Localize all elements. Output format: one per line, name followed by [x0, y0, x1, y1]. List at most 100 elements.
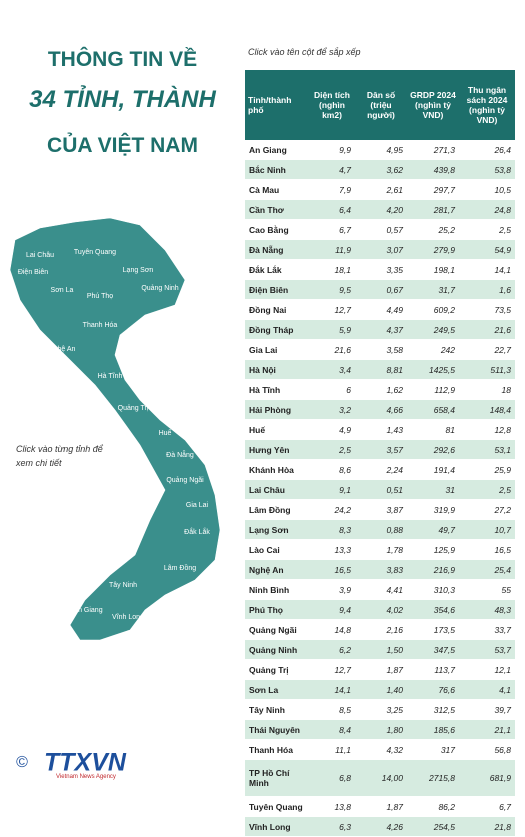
map-label[interactable]: Quảng Trị — [118, 405, 149, 412]
province-cell: Sơn La — [245, 679, 309, 700]
value-cell: 6,7 — [309, 219, 355, 240]
value-cell: 11,1 — [309, 739, 355, 760]
column-header[interactable]: Tỉnh/thành phố — [245, 70, 309, 140]
value-cell: 317 — [407, 739, 459, 760]
map-label[interactable]: Gia Lai — [186, 502, 209, 509]
map-label[interactable]: Lạng Sơn — [123, 267, 154, 274]
value-cell: 8,6 — [309, 459, 355, 480]
map-label[interactable]: Quảng Ninh — [141, 285, 178, 292]
value-cell: 12,8 — [459, 419, 515, 440]
value-cell: 1,80 — [355, 719, 407, 740]
value-cell: 3,9 — [309, 579, 355, 600]
value-cell: 4,95 — [355, 140, 407, 160]
value-cell: 3,25 — [355, 699, 407, 720]
value-cell: 1,87 — [355, 796, 407, 817]
map-label[interactable]: Sơn La — [51, 287, 74, 294]
table-row: Cần Thơ 6,4 4,20 281,7 24,8 — [245, 199, 515, 220]
map-label[interactable]: Tây Ninh — [109, 582, 137, 589]
map-label[interactable]: Đắk Lắk — [184, 527, 210, 536]
map-shape[interactable] — [9, 217, 221, 641]
value-cell: 125,9 — [407, 539, 459, 560]
table-row: Quảng Ninh 6,2 1,50 347,5 53,7 — [245, 639, 515, 660]
value-cell: 12,1 — [459, 659, 515, 680]
table-row: Điện Biên 9,5 0,67 31,7 1,6 — [245, 279, 515, 300]
value-cell: 26,4 — [459, 140, 515, 160]
title-line: 34 TỈNH, THÀNH — [29, 86, 216, 113]
province-cell: Khánh Hòa — [245, 459, 309, 480]
column-header[interactable]: Thu ngân sách 2024 (nghìn tỷ VND) — [459, 70, 515, 140]
value-cell: 6,4 — [309, 199, 355, 220]
value-cell: 279,9 — [407, 239, 459, 260]
table-row: Tây Ninh 8,5 3,25 312,5 39,7 — [245, 699, 515, 720]
map-label[interactable]: An Giang — [73, 607, 102, 614]
value-cell: 53,7 — [459, 639, 515, 660]
value-cell: 1,62 — [355, 379, 407, 400]
value-cell: 1,40 — [355, 679, 407, 700]
province-cell: Lào Cai — [245, 539, 309, 560]
map-label[interactable]: Nghệ An — [49, 346, 76, 353]
province-cell: Quảng Ninh — [245, 639, 309, 660]
province-cell: Lâm Đồng — [245, 499, 309, 520]
value-cell: 6 — [309, 379, 355, 400]
map-label[interactable]: Quảng Ngãi — [166, 477, 204, 484]
column-header[interactable]: GRDP 2024 (nghìn tỷ VND) — [407, 70, 459, 140]
value-cell: 0,67 — [355, 279, 407, 300]
map-label[interactable]: Vĩnh Long — [112, 614, 144, 621]
province-cell: Vĩnh Long — [245, 816, 309, 837]
value-cell: 27,2 — [459, 499, 515, 520]
value-cell: 148,4 — [459, 399, 515, 420]
value-cell: 0,88 — [355, 519, 407, 540]
province-cell: Tuyên Quang — [245, 796, 309, 817]
map-label[interactable]: Tuyên Quang — [74, 249, 116, 256]
column-header[interactable]: Dân số (triệu người) — [355, 70, 407, 140]
value-cell: 354,6 — [407, 599, 459, 620]
value-cell: 8,4 — [309, 719, 355, 740]
value-cell: 25,4 — [459, 559, 515, 580]
province-cell: Điện Biên — [245, 279, 309, 300]
value-cell: 310,3 — [407, 579, 459, 600]
value-cell: 48,3 — [459, 599, 515, 620]
value-cell: 13,8 — [309, 796, 355, 817]
table-row: Hà Tĩnh 6 1,62 112,9 18 — [245, 379, 515, 400]
value-cell: 242 — [407, 339, 459, 360]
value-cell: 24,8 — [459, 199, 515, 220]
value-cell: 4,02 — [355, 599, 407, 620]
value-cell: 4,41 — [355, 579, 407, 600]
value-cell: 14,8 — [309, 619, 355, 640]
value-cell: 1,78 — [355, 539, 407, 560]
value-cell: 7,9 — [309, 179, 355, 200]
value-cell: 1,43 — [355, 419, 407, 440]
value-cell: 53,1 — [459, 439, 515, 460]
value-cell: 4,37 — [355, 319, 407, 340]
map-label[interactable]: Hà Tĩnh — [98, 373, 123, 380]
value-cell: 8,5 — [309, 699, 355, 720]
column-header[interactable]: Diện tích (nghìn km2) — [309, 70, 355, 140]
value-cell: 6,2 — [309, 639, 355, 660]
map-label[interactable]: Huế — [159, 428, 172, 437]
table-row: Lai Châu 9,1 0,51 31 2,5 — [245, 479, 515, 500]
value-cell: 297,7 — [407, 179, 459, 200]
map-label[interactable]: Lâm Đồng — [164, 563, 196, 572]
value-cell: 10,7 — [459, 519, 515, 540]
value-cell: 18,1 — [309, 259, 355, 280]
value-cell: 3,4 — [309, 359, 355, 380]
value-cell: 609,2 — [407, 299, 459, 320]
province-cell: Hưng Yên — [245, 439, 309, 460]
map-label[interactable]: Lai Châu — [26, 252, 54, 259]
value-cell: 3,2 — [309, 399, 355, 420]
map-label[interactable]: Phú Thọ — [87, 293, 113, 300]
map-label[interactable]: Đà Nẵng — [166, 450, 194, 459]
logo: © TTXVN Vietnam News Agency — [16, 749, 127, 780]
province-cell: Đồng Nai — [245, 299, 309, 320]
map-label[interactable]: Thanh Hóa — [83, 322, 118, 329]
table-row: Lạng Sơn 8,3 0,88 49,7 10,7 — [245, 519, 515, 540]
value-cell: 22,7 — [459, 339, 515, 360]
map-hint: Click vào từng tỉnh để xem chi tiết — [16, 444, 103, 468]
copyright: © — [16, 754, 28, 771]
map-label[interactable]: Điện Biên — [18, 269, 48, 276]
province-cell: Cần Thơ — [245, 199, 309, 220]
province-cell: Đắk Lắk — [245, 259, 309, 280]
table-row: Thanh Hóa 11,1 4,32 317 56,8 — [245, 739, 515, 760]
province-cell: Cao Bằng — [245, 219, 309, 240]
table-row: Hưng Yên 2,5 3,57 292,6 53,1 — [245, 439, 515, 460]
